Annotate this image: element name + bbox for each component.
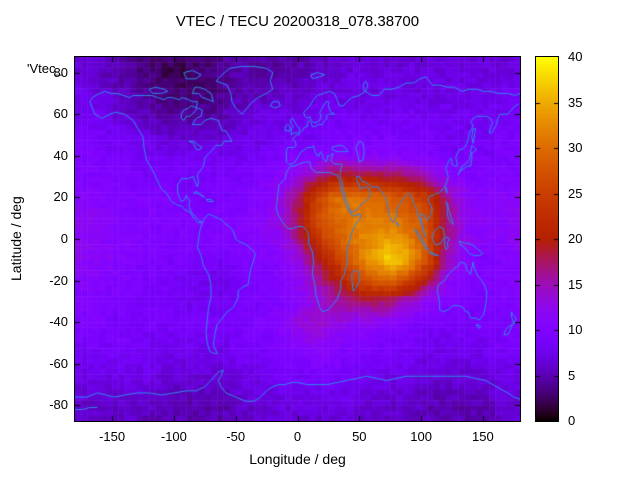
x-tick-label: -100 xyxy=(160,429,187,444)
y-tick-label: 80 xyxy=(53,64,68,80)
colorbar-tick-label: 35 xyxy=(568,94,583,110)
x-tick-label: -50 xyxy=(226,429,246,444)
vtec-heatmap-canvas xyxy=(74,56,521,422)
x-tick-label: 0 xyxy=(293,429,302,444)
x-tick-label: 50 xyxy=(352,429,367,444)
colorbar-tick-label: 30 xyxy=(568,140,583,155)
colorbar-tick-label: 5 xyxy=(568,367,576,383)
colorbar-tick-label: 25 xyxy=(568,185,583,201)
colorbar-tick-label: 0 xyxy=(568,413,576,428)
y-tick-label: -20 xyxy=(49,272,68,288)
x-tick-label: 150 xyxy=(472,429,494,444)
y-tick-label: -40 xyxy=(49,314,68,330)
y-tick-label: -80 xyxy=(49,397,68,413)
plot-key-label: 'Vtec_ xyxy=(27,61,63,76)
y-tick-label: 0 xyxy=(60,231,68,246)
x-tick-label: -150 xyxy=(99,429,126,444)
x-tick-label: 100 xyxy=(410,429,432,444)
colorbar-tick-label: 10 xyxy=(568,322,583,337)
x-axis-label: Longitude / deg xyxy=(249,451,346,467)
y-tick-label: 20 xyxy=(53,189,68,205)
colorbar-tick-label: 20 xyxy=(568,231,583,246)
y-tick-label: -60 xyxy=(49,355,68,371)
colorbar-tick-label: 15 xyxy=(568,276,583,292)
colorbar-tick-label: 40 xyxy=(568,49,583,64)
y-tick-label: 60 xyxy=(53,106,68,122)
colorbar-canvas xyxy=(535,56,559,422)
y-tick-label: 40 xyxy=(53,147,68,163)
chart-title: VTEC / TECU 20200318_078.38700 xyxy=(175,13,420,30)
